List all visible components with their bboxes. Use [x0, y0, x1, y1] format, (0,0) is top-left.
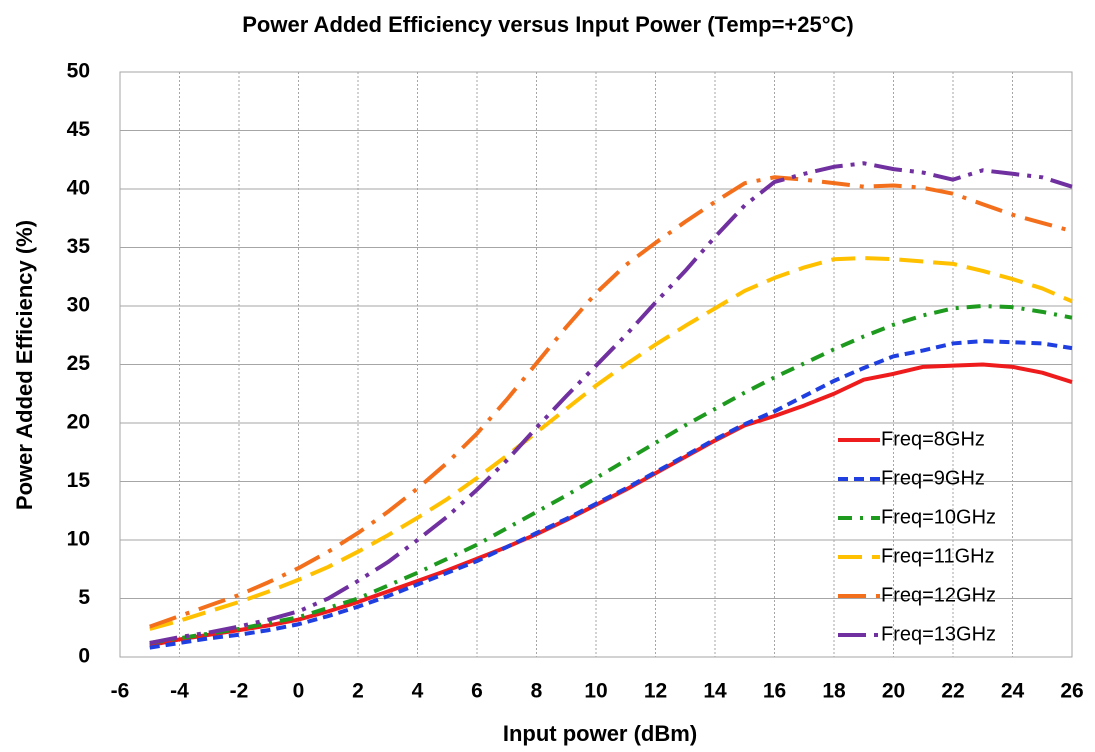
- x-tick-label: 22: [941, 680, 964, 703]
- y-tick-label: 25: [67, 352, 91, 375]
- x-tick-label: 16: [763, 680, 786, 703]
- series-line: [149, 256, 1073, 631]
- x-tick-label: 14: [703, 680, 727, 703]
- y-tick-label: 45: [67, 118, 91, 141]
- y-axis-label: Power Added Efficiency (%): [12, 220, 37, 510]
- legend-label: Freq=9GHz: [881, 467, 985, 489]
- plot-frame: [119, 71, 1073, 658]
- series-line: [149, 175, 1073, 629]
- x-tick-label: -2: [230, 680, 249, 703]
- x-tick-label: 6: [471, 680, 483, 703]
- y-tick-label: 0: [78, 645, 90, 668]
- x-tick-label: 4: [412, 680, 424, 703]
- x-tick-label: -4: [170, 680, 189, 703]
- x-tick-label: 24: [1001, 680, 1025, 703]
- x-tick-label: 20: [882, 680, 905, 703]
- x-axis-label: Input power (dBm): [503, 721, 697, 746]
- chart-title: Power Added Efficiency versus Input Powe…: [242, 12, 854, 37]
- x-tick-label: 10: [584, 680, 607, 703]
- y-tick-label: 20: [67, 411, 90, 434]
- y-tick-label: 5: [78, 586, 90, 609]
- x-tick-label: 0: [293, 680, 305, 703]
- y-tick-label: 15: [67, 469, 91, 492]
- y-tick-label: 50: [67, 60, 90, 83]
- legend-label: Freq=12GHz: [881, 584, 996, 606]
- x-tick-label: 26: [1060, 680, 1083, 703]
- legend-label: Freq=10GHz: [881, 506, 996, 528]
- series-line: [149, 339, 1073, 650]
- x-tick-label: 12: [644, 680, 667, 703]
- x-tick-label: 2: [352, 680, 364, 703]
- y-tick-label: 30: [67, 294, 90, 317]
- x-tick-label: -6: [111, 680, 130, 703]
- legend-label: Freq=11GHz: [881, 545, 995, 567]
- x-tick-label: 18: [822, 680, 846, 703]
- x-tick-label: 8: [531, 680, 543, 703]
- y-tick-label: 40: [67, 177, 90, 200]
- legend-label: Freq=13GHz: [881, 623, 996, 645]
- y-tick-label: 35: [67, 235, 91, 258]
- y-tick-label: 10: [67, 528, 90, 551]
- legend-label: Freq=8GHz: [881, 428, 985, 450]
- series-line: [149, 304, 1073, 645]
- series-line: [149, 161, 1073, 645]
